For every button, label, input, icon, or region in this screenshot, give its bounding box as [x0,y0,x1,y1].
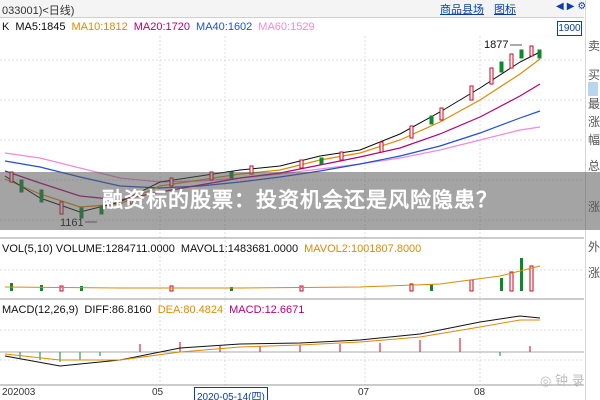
sidebar-outer: 外 [587,240,600,254]
macd-value: MACD:12.6671 [229,304,305,316]
mavol2-value: MAVOL2:1001807.8000 [304,243,422,255]
date-tick: 202003 [2,387,36,398]
date-axis: 202003 05 2020-05-14(四) 07 08 [0,386,584,400]
mavol1-value: MAVOL1:1483681.0000 [180,243,299,255]
tab-chart[interactable]: 图标 [494,4,516,16]
volume-legend: VOL(5,10) VOLUME:1284711.0000 MAVOL1:148… [2,243,421,255]
sidebar-change: 涨 [587,115,600,129]
macd-params: MACD(12,26,9) [2,304,79,316]
macd-dea-line [4,319,540,361]
sidebar-highlight [588,82,598,96]
tab-market[interactable]: 商品县场 [440,4,484,16]
date-tick: 07 [358,387,370,398]
volume-value: VOL(5,10) VOLUME:1284711.0000 [2,243,175,255]
k-label: K [2,21,10,33]
headline-text: 融资标的股票：投资机会还是风险隐患？ [102,189,498,212]
ma20-value: MA20:1720 [133,21,191,33]
window-title: 033001)<日线) [2,5,75,17]
mavol-line [4,265,541,289]
headline-banner: 融资标的股票：投资机会还是风险隐患？ [0,172,600,230]
ma5-value: MA5:1845 [15,21,66,33]
arrow-left-icon[interactable]: ◀ [556,1,564,12]
macd-legend: MACD(12,26,9) DIFF:86.8160 DEA:80.4824 M… [2,304,304,316]
sidebar-sell[interactable]: 卖 [587,39,600,53]
selected-date[interactable]: 2020-05-14(四) [194,387,268,400]
dea-value: DEA:80.4824 [157,304,224,316]
sidebar-buy[interactable]: 买 [587,68,600,82]
ma-legend: K MA5:1845 MA10:1812 MA20:1720 MA40:1602… [2,21,315,33]
ma40-value: MA40:1602 [196,21,253,33]
toolbar-tabs: 商品县场 图标 [440,1,516,17]
sidebar-total: 总 [587,159,600,173]
ma60-value: MA60:1529 [258,21,315,33]
watermark: ◎ 钟 录 [540,373,585,388]
ma10-value: MA10:1812 [71,21,128,33]
high-price-label: 1877 [484,39,508,51]
settings-icon[interactable]: ⚙ [577,1,587,12]
arrow-right-icon[interactable]: ▶ [566,1,575,12]
sidebar-latest: 最 [587,97,600,111]
sidebar-rise-2: 涨 [587,266,600,280]
top-toolbar: 033001)<日线) 商品县场 图标 ◀ ▶ ⚙ [0,0,586,18]
macd-histogram [19,338,531,362]
macd-diff-line [4,315,541,367]
nav-arrows: ◀ ▶ ⚙ [556,1,586,12]
date-tick: 08 [474,387,486,398]
sidebar-range: 幅 [587,133,600,147]
volume-bars [10,258,534,292]
price-axis-label: 1900 [557,21,582,36]
diff-value: DIFF:86.8160 [84,304,152,316]
date-tick: 05 [152,387,164,398]
